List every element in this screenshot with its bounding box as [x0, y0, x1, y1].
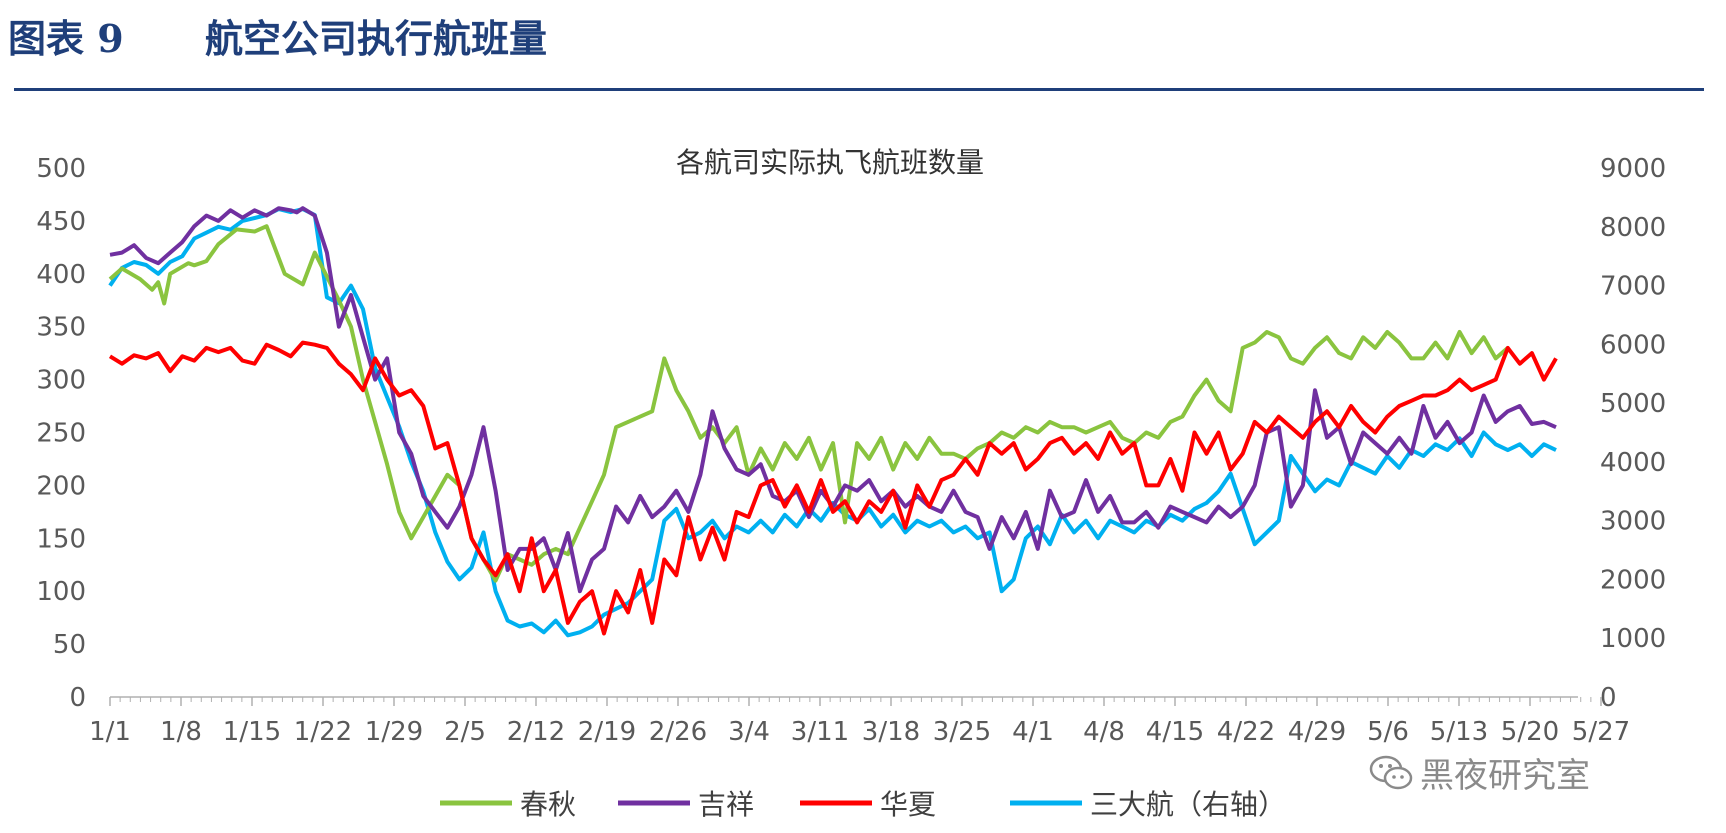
x-axis-tick-label: 2/26: [649, 717, 707, 747]
right-axis-tick-label: 7000: [1600, 272, 1666, 302]
watermark-text: 黑夜研究室: [1420, 756, 1590, 796]
legend-label: 华夏: [880, 788, 936, 821]
x-axis-tick-label: 3/18: [862, 717, 920, 747]
right-axis-tick-label: 5000: [1600, 389, 1666, 419]
header-rule: [14, 88, 1704, 91]
x-axis-tick-label: 5/27: [1572, 717, 1630, 747]
left-axis-tick-label: 400: [36, 260, 86, 290]
x-axis-tick-label: 4/8: [1083, 717, 1125, 747]
x-axis-tick-label: 1/1: [89, 717, 131, 747]
x-axis-tick-label: 1/15: [223, 717, 281, 747]
x-axis-tick-label: 4/29: [1288, 717, 1346, 747]
x-axis-tick-label: 2/19: [578, 717, 636, 747]
right-axis-tick-label: 6000: [1600, 330, 1666, 360]
right-axis-tick-label: 4000: [1600, 448, 1666, 478]
left-axis-tick-label: 200: [36, 471, 86, 501]
watermark: 黑夜研究室: [1368, 748, 1590, 797]
right-axis-tick-label: 2000: [1600, 565, 1666, 595]
series-layer: [108, 206, 1558, 638]
x-axis-tick-label: 5/13: [1430, 717, 1488, 747]
right-axis-tick-label: 9000: [1600, 154, 1666, 184]
left-axis-tick-label: 500: [36, 154, 86, 184]
x-axis-tick-label: 3/11: [791, 717, 849, 747]
left-axis-tick-label: 100: [36, 577, 86, 607]
x-axis-tick-label: 3/4: [728, 717, 770, 747]
right-axis-tick-label: 8000: [1600, 213, 1666, 243]
x-axis-tick-label: 4/15: [1146, 717, 1204, 747]
legend-label: 春秋: [520, 788, 576, 821]
wechat-icon: [1369, 755, 1413, 789]
legend-label: 吉祥: [698, 788, 754, 821]
left-axis-tick-label: 250: [36, 419, 86, 449]
right-axis-tick-label: 1000: [1600, 624, 1666, 654]
series-line-2: [108, 340, 1558, 636]
left-axis-tick-label: 50: [53, 630, 86, 660]
figure-title: 航空公司执行航班量: [205, 16, 548, 61]
figure-label: 图表 9: [8, 16, 124, 61]
x-axis-tick-label: 1/8: [160, 717, 202, 747]
left-axis-tick-label: 300: [36, 366, 86, 396]
x-axis-tick-label: 1/29: [365, 717, 423, 747]
x-axis-tick-label: 5/20: [1501, 717, 1559, 747]
right-axis-tick-label: 0: [1600, 683, 1617, 713]
x-axis-tick-label: 4/22: [1217, 717, 1275, 747]
x-axis-tick-label: 4/1: [1012, 717, 1054, 747]
x-axis-tick-label: 5/6: [1367, 717, 1409, 747]
right-axis-tick-label: 3000: [1600, 507, 1666, 537]
left-axis-tick-label: 0: [69, 683, 86, 713]
series-line-1: [109, 206, 1557, 594]
legend-label: 三大航（右轴）: [1090, 788, 1286, 821]
x-axis-tick-label: 2/5: [444, 717, 486, 747]
legend: 春秋 吉祥 华夏 三大航（右轴）: [440, 788, 1286, 821]
x-axis-tick-label: 1/22: [294, 717, 352, 747]
left-axis-tick-label: 350: [36, 313, 86, 343]
left-axis-tick-label: 150: [36, 524, 86, 554]
left-axis-tick-label: 450: [36, 207, 86, 237]
series-line-0: [108, 224, 1510, 583]
axes: 0501001502002503003504004505000100020003…: [36, 154, 1666, 747]
chart-title: 各航司实际执飞航班数量: [676, 146, 984, 179]
x-axis-tick-label: 2/12: [507, 717, 565, 747]
x-axis-tick-label: 3/25: [933, 717, 991, 747]
